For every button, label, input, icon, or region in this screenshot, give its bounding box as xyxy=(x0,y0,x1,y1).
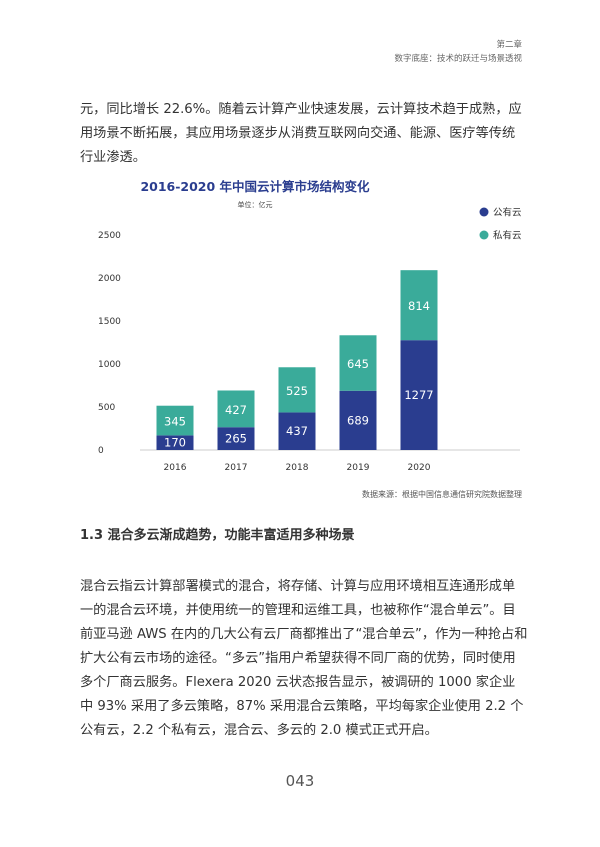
y-tick-label: 2500 xyxy=(98,231,121,241)
bar-value-label: 525 xyxy=(286,384,308,398)
y-tick-label: 500 xyxy=(98,403,115,413)
bar-segment-public xyxy=(278,412,316,450)
y-tick-label: 1500 xyxy=(98,317,121,327)
chapter-label: 第二章 xyxy=(496,40,522,50)
y-axis: 0 500 1000 1500 2000 2500 xyxy=(98,231,121,456)
chart-container: 2016-2020 年中国云计算市场结构变化 单位：亿元 公有云私有云 0 500… xyxy=(90,175,540,475)
intro-paragraph: 元，同比增长 22.6%。随着云计算产业快速发展，云计算技术趋于成熟，应用场景不… xyxy=(80,102,522,165)
y-tick-label: 1000 xyxy=(98,360,121,370)
data-source: 数据来源：根据中国信息通信研究院数据整理 xyxy=(362,490,522,499)
x-axis: 2016 2017 2018 2019 2020 xyxy=(164,463,431,473)
legend-swatch xyxy=(479,230,489,240)
bar-value-label: 427 xyxy=(225,403,247,417)
bar-segment-public xyxy=(217,427,255,450)
x-tick-label: 2020 xyxy=(408,463,431,473)
chart-title: 2016-2020 年中国云计算市场结构变化 xyxy=(140,179,370,194)
bar-value-label: 1277 xyxy=(404,388,433,402)
bar-value-label: 265 xyxy=(225,432,247,446)
bar-value-label: 437 xyxy=(286,424,308,438)
bar-segment-private xyxy=(339,335,377,391)
chart-bars: 170 345 265 427 437 525 689 645 1277 814 xyxy=(156,270,438,450)
x-tick-label: 2018 xyxy=(286,463,309,473)
body-paragraph: 混合云指云计算部署模式的混合，将存储、计算与应用环境相互连通形成单一的混合云环境… xyxy=(80,579,528,738)
bar-segment-public xyxy=(156,435,194,450)
bar-value-label: 345 xyxy=(164,415,186,429)
bar-segment-private xyxy=(278,367,316,413)
section-title: 1.3 混合多云渐成趋势，功能丰富适用多种场景 xyxy=(80,528,355,543)
chart-subtitle: 单位：亿元 xyxy=(238,200,273,209)
bar-segment-private xyxy=(217,390,255,428)
bar-value-label: 689 xyxy=(347,413,369,427)
bar-segment-private xyxy=(400,270,438,341)
legend-label: 公有云 xyxy=(493,207,522,219)
bar-value-label: 645 xyxy=(347,357,369,371)
y-tick-label: 0 xyxy=(98,446,104,456)
bar-value-label: 170 xyxy=(164,436,186,450)
y-tick-label: 2000 xyxy=(98,274,121,284)
bar-segment-public xyxy=(400,340,438,450)
x-tick-label: 2017 xyxy=(225,463,248,473)
page-header: 第二章 数字底座：技术的跃迁与场景透视 xyxy=(394,38,522,66)
chapter-subtitle: 数字底座：技术的跃迁与场景透视 xyxy=(394,54,522,64)
x-tick-label: 2016 xyxy=(164,463,187,473)
bar-segment-public xyxy=(339,390,377,450)
x-tick-label: 2019 xyxy=(347,463,370,473)
legend-label: 私有云 xyxy=(493,230,522,242)
bar-segment-private xyxy=(156,405,194,436)
bar-value-label: 814 xyxy=(408,299,430,313)
legend-swatch xyxy=(479,207,489,217)
page-number: 043 xyxy=(285,772,315,790)
